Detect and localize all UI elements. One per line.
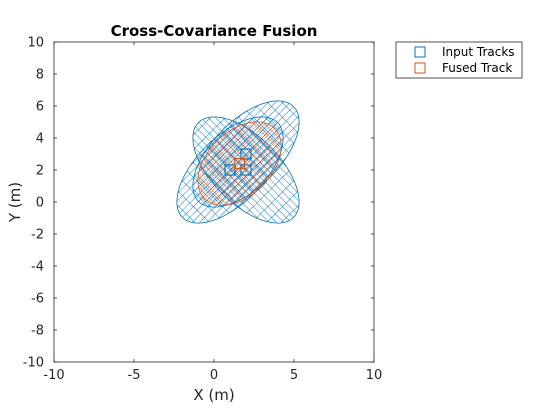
fused-track-marker [234, 158, 246, 170]
plot-area: -10 -5 0 5 10 -10 -8 -6 -4 -2 0 2 4 6 8 10 [23, 36, 383, 384]
ellipsoid-mesh-line [249, 129, 287, 167]
chart-title: Cross-Covariance Fusion [111, 22, 318, 40]
ellipsoid-mesh-line [199, 123, 245, 169]
ellipsoid-mesh-line [222, 117, 299, 194]
ellipsoid-mesh-line [214, 122, 300, 208]
ellipsoid-mesh-line [208, 132, 278, 202]
x-tick-label: 0 [210, 368, 218, 383]
x-axis-label: X (m) [193, 386, 234, 404]
x-axis-ticks: -10 -5 0 5 10 [43, 42, 382, 383]
y-axis-ticks: -10 -8 -6 -4 -2 0 2 4 6 8 10 [23, 36, 374, 371]
covariance-ellipses [176, 100, 300, 224]
ellipsoid-mesh-line [193, 101, 270, 178]
input-track-marker [224, 164, 236, 176]
ellipsoid-mesh-line [233, 141, 295, 203]
ellipsoid-outline [197, 121, 282, 206]
y-tick-label: -8 [31, 324, 44, 339]
y-tick-label: -6 [31, 292, 44, 307]
x-tick-label: 10 [366, 368, 383, 383]
legend-box [395, 41, 523, 79]
ellipsoid-mesh-line [234, 158, 280, 204]
ellipsoid-mesh-line [212, 136, 281, 205]
y-tick-label: -4 [31, 260, 44, 275]
ellipsoid-mesh-line [201, 125, 271, 195]
legend: Input Tracks Fused Track [395, 41, 523, 79]
ellipsoid-mesh-line [205, 173, 243, 211]
y-tick-label: 8 [36, 68, 44, 83]
legend-marker-fused-track [414, 62, 426, 74]
ellipsoid-mesh-line [202, 119, 297, 214]
ellipsoid-mesh-line [222, 130, 299, 207]
x-tick-label: -5 [128, 368, 141, 383]
y-tick-label: 2 [36, 164, 44, 179]
ellipsoid-mesh-line [218, 142, 282, 206]
y-tick-label: -10 [23, 356, 44, 371]
legend-marker-input-tracks [414, 46, 426, 58]
ellipsoid-mesh-line [205, 129, 233, 157]
ellipsoid-mesh-line [205, 113, 243, 151]
y-tick-label: 0 [36, 196, 44, 211]
legend-label-fused-track: Fused Track [442, 61, 512, 75]
input-track-marker [240, 164, 252, 176]
ellipsoid-mesh-line [195, 126, 290, 221]
axes-background [54, 42, 374, 362]
track-markers [224, 148, 252, 176]
y-tick-label: -2 [31, 228, 44, 243]
ellipsoid-mesh-line [249, 157, 287, 195]
ellipsoid-mesh-line [197, 121, 254, 178]
ellipsoid-outline [176, 116, 284, 224]
ellipsoid-mesh-line [197, 105, 259, 167]
y-tick-label: 10 [27, 36, 44, 51]
ellipsoid-mesh-line [199, 123, 267, 191]
ellipsoid-mesh-line [225, 149, 282, 206]
ellipsoid-mesh-line [192, 100, 278, 186]
ellipsoid-mesh-line [202, 110, 297, 205]
legend-label-input-tracks: Input Tracks [442, 45, 515, 59]
y-tick-label: 6 [36, 100, 44, 115]
input-track-marker [240, 148, 252, 160]
ellipsoid-mesh-line [193, 146, 270, 223]
ellipsoid-mesh-line [246, 170, 275, 199]
y-tick-label: 4 [36, 132, 44, 147]
x-tick-label: 5 [290, 368, 298, 383]
ellipsoid-mesh-line [197, 121, 261, 185]
ellipsoid-mesh-line [193, 131, 285, 223]
x-tick-label: -10 [43, 368, 64, 383]
ellipsoid-mesh-line [204, 128, 275, 199]
ellipsoid-outline [192, 116, 300, 224]
ellipsoid-outline [192, 100, 300, 208]
covariance-ellipsoid [197, 121, 282, 206]
ellipsoid-mesh-line [207, 117, 299, 209]
y-axis-label: Y (m) [6, 182, 24, 223]
